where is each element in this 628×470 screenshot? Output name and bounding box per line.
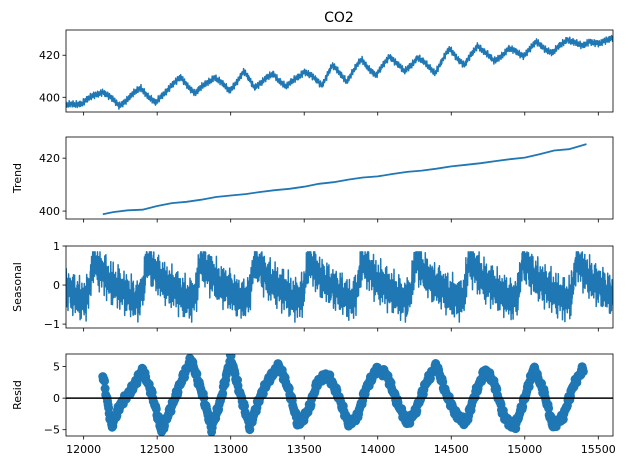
resid-point: [100, 376, 109, 386]
x-tick-label: 12500: [140, 443, 175, 456]
y-tick-label: 0: [53, 392, 60, 405]
y-axis-label: Trend: [11, 163, 24, 194]
x-tick-label: 13500: [287, 443, 322, 456]
panel-observed: 400 420: [39, 29, 614, 116]
y-tick-label: −1: [44, 318, 60, 331]
observed-data: [66, 34, 613, 110]
y-tick-label: 5: [53, 361, 60, 374]
figure-title: CO2: [324, 10, 354, 26]
x-tick-label: 14000: [360, 443, 395, 456]
x-tick-label: 15500: [581, 443, 616, 456]
y-tick-label: 0: [53, 279, 60, 292]
y-tick-label: 400: [39, 205, 60, 218]
panel-resid: −5 0 5 12000 12500 13000 13500 14000 14500 15000 1…: [11, 353, 616, 456]
x-tick-label: 13000: [213, 443, 248, 456]
x-tick-label: 12000: [66, 443, 101, 456]
y-tick-label: −5: [44, 424, 60, 437]
x-tick-label: 14500: [434, 443, 469, 456]
trend-data: [102, 143, 587, 216]
trend-line: [102, 143, 587, 216]
y-tick-label: 1: [53, 240, 60, 253]
axes-frame: [65, 353, 614, 437]
seasonal-line: [66, 251, 613, 323]
axes-frame: [65, 29, 614, 113]
observed-line: [66, 34, 613, 110]
axes-frame: [65, 136, 614, 220]
y-tick-label: 400: [39, 91, 60, 104]
panel-trend: 400 420 Trend: [11, 136, 614, 223]
seasonal-data: [66, 251, 613, 323]
resid-point: [218, 388, 228, 398]
resid-data: [98, 354, 588, 436]
resid-point: [544, 403, 554, 413]
axes-frame: [65, 245, 614, 329]
y-tick-label: 420: [39, 49, 60, 62]
resid-point: [578, 367, 588, 377]
x-tick-label: 15000: [507, 443, 542, 456]
panel-seasonal: −1 0 1 Seasonal: [11, 240, 614, 332]
y-axis-label: Seasonal: [11, 262, 24, 312]
y-tick-label: 420: [39, 152, 60, 165]
y-axis-label: Resid: [11, 380, 24, 410]
